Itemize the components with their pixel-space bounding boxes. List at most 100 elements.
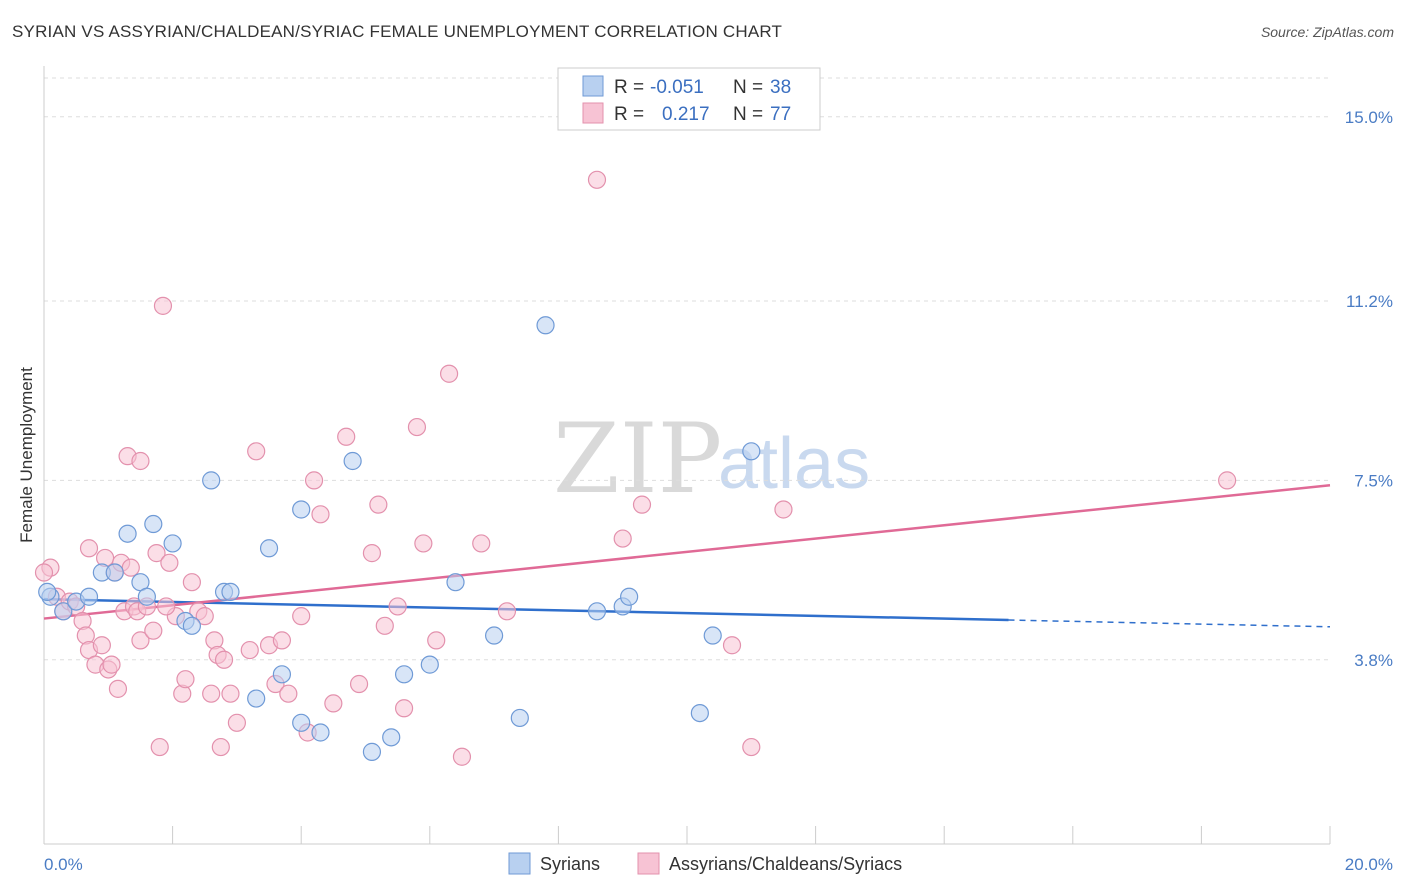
x-tick-label-1: 20.0% (1345, 855, 1393, 874)
source-label: Source: ZipAtlas.com (1260, 24, 1394, 40)
y-axis-label: Female Unemployment (17, 367, 36, 543)
point-s0-30 (536, 316, 555, 335)
trend-assyrians (43, 483, 1331, 620)
legend-swatch-syrians (582, 75, 604, 97)
trend-syrians-dashed (1008, 619, 1331, 628)
point-s1-39 (211, 737, 230, 757)
legend-swatch-assyrians (582, 102, 604, 124)
point-s1-59 (388, 597, 407, 616)
point-s0-27 (446, 573, 465, 592)
point-s0-31 (587, 602, 607, 621)
legend-r-label-0: R = (614, 77, 644, 98)
point-s1-75 (34, 563, 54, 582)
y-tick-label-3: 15.0% (1345, 108, 1393, 127)
point-s0-3 (79, 587, 99, 606)
point-s1-55 (349, 674, 369, 694)
point-s1-29 (160, 553, 179, 572)
point-s1-33 (182, 573, 201, 592)
point-s0-34 (690, 704, 709, 723)
point-s1-56 (362, 544, 382, 563)
point-s1-65 (452, 747, 472, 766)
point-s1-76 (157, 597, 176, 616)
point-s0-25 (394, 665, 414, 684)
legend-n-label-0: N = (733, 77, 763, 98)
point-s1-47 (272, 631, 292, 650)
point-s0-18 (272, 665, 292, 684)
gridlines (44, 77, 1330, 661)
point-s0-16 (247, 689, 266, 708)
point-s1-63 (427, 631, 446, 650)
point-s1-32 (176, 670, 195, 689)
point-s1-57 (369, 495, 388, 514)
point-s0-37 (38, 582, 57, 601)
point-s1-69 (613, 529, 632, 548)
y-tick-label-2: 11.2% (1346, 292, 1393, 311)
point-s1-68 (587, 170, 607, 189)
point-s1-27 (150, 737, 169, 757)
point-s0-17 (259, 539, 279, 558)
point-s0-6 (118, 524, 137, 543)
point-s1-74 (1218, 471, 1237, 490)
point-s1-26 (147, 544, 166, 563)
point-s1-66 (472, 534, 491, 553)
point-s1-43 (240, 640, 259, 660)
point-s0-12 (182, 616, 201, 635)
point-s0-19 (292, 500, 311, 519)
legend-n-value-0: 38 (770, 77, 791, 98)
point-s1-44 (247, 442, 266, 461)
series-legend: Syrians Assyrians/Chaldeans/Syriacs (508, 852, 902, 875)
point-s1-15 (108, 679, 128, 698)
point-s1-64 (439, 364, 459, 383)
point-s0-24 (382, 728, 401, 747)
axes (43, 66, 1331, 845)
point-s1-23 (131, 451, 150, 471)
x-tick-labels: 0.0% 20.0% (44, 855, 1393, 874)
legend-n-value-1: 77 (770, 104, 791, 125)
y-tick-label-1: 7.5% (1354, 471, 1393, 490)
point-s1-19 (121, 558, 140, 577)
point-s1-42 (227, 713, 246, 732)
point-s0-15 (221, 582, 240, 601)
x-tick-label-0: 0.0% (44, 855, 83, 874)
point-s1-40 (214, 650, 234, 669)
watermark-atlas: atlas (718, 424, 870, 504)
point-s0-26 (420, 655, 439, 674)
legend-r-label-1: R = (614, 104, 644, 125)
point-s1-49 (292, 607, 311, 626)
point-s1-8 (79, 539, 99, 558)
point-s1-28 (153, 296, 173, 315)
point-s0-36 (742, 442, 761, 461)
point-s1-41 (221, 684, 240, 703)
point-s1-54 (337, 427, 356, 446)
point-s1-71 (722, 636, 742, 655)
point-s1-72 (742, 737, 761, 757)
bottom-legend-assyrians: Assyrians/Chaldeans/Syriacs (669, 854, 902, 874)
point-s0-1 (54, 602, 73, 621)
data-points (34, 170, 1237, 766)
point-s0-20 (292, 713, 311, 732)
watermark-zip: ZIP (553, 403, 722, 515)
point-s1-62 (414, 534, 433, 553)
point-s0-13 (202, 471, 221, 490)
point-s1-48 (279, 684, 298, 703)
trend-lines (43, 483, 1331, 628)
point-s0-29 (510, 708, 529, 728)
point-s0-35 (703, 626, 722, 645)
correlation-legend: R = -0.051 N = 38 R = 0.217 N = 77 (557, 67, 821, 131)
point-s0-23 (362, 742, 382, 761)
point-s1-35 (195, 607, 214, 626)
bottom-legend-swatch-assyrians (637, 852, 660, 875)
point-s1-73 (774, 500, 793, 519)
point-s0-21 (311, 723, 330, 742)
point-s1-10 (92, 636, 111, 655)
point-s0-28 (485, 626, 504, 645)
point-s1-53 (324, 694, 343, 713)
point-s0-9 (144, 514, 163, 534)
point-s1-67 (497, 602, 517, 621)
watermark: ZIP atlas (553, 403, 870, 515)
point-s1-58 (375, 616, 394, 635)
point-s1-60 (394, 699, 414, 718)
point-s0-8 (137, 587, 156, 606)
bottom-legend-swatch-syrians (508, 852, 531, 875)
